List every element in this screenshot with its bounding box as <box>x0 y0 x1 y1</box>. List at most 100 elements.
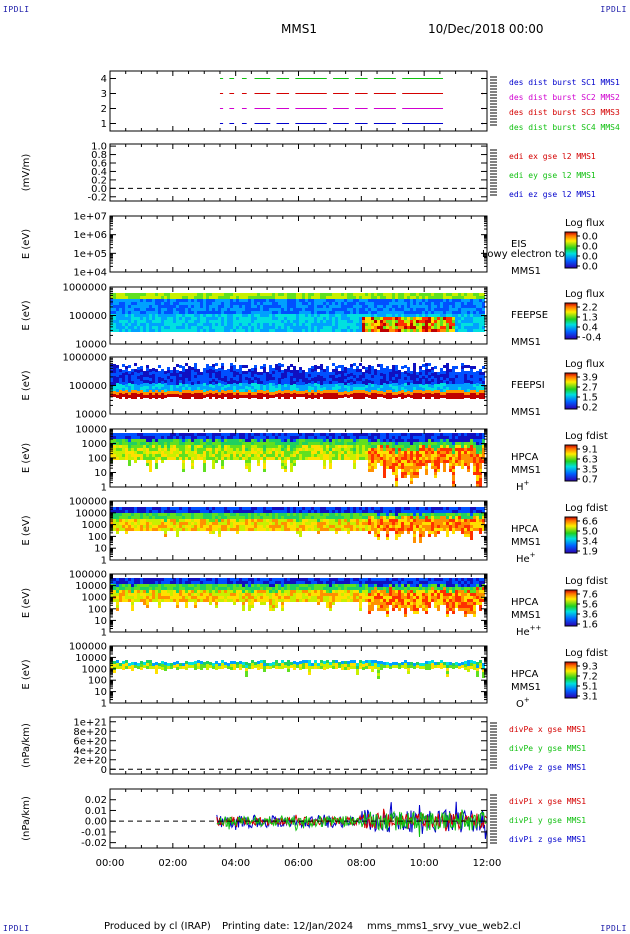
heat-cell <box>452 299 455 302</box>
heat-cell <box>215 363 218 366</box>
heat-cell <box>149 305 152 308</box>
heat-cell <box>128 507 131 510</box>
heat-cell <box>284 317 287 320</box>
heat-cell <box>443 314 446 317</box>
heat-cell <box>329 451 332 454</box>
heat-cell <box>329 305 332 308</box>
heat-cell <box>191 370 194 373</box>
heat-cell <box>281 460 284 463</box>
heat-cell <box>113 320 116 323</box>
heat-cell <box>152 326 155 329</box>
heat-cell <box>161 442 164 445</box>
heat-cell <box>170 385 173 388</box>
heat-cell <box>275 507 278 510</box>
heat-cell <box>362 375 365 378</box>
heat-cell <box>242 439 245 442</box>
heat-cell <box>308 522 311 525</box>
heat-cell <box>380 376 383 379</box>
heat-cell <box>125 311 128 314</box>
heat-cell <box>218 368 221 371</box>
heat-cell <box>446 323 449 326</box>
heat-cell <box>245 320 248 323</box>
heat-cell <box>116 386 119 389</box>
heat-cell <box>236 393 239 396</box>
heat-cell <box>245 311 248 314</box>
heat-cell <box>458 448 461 451</box>
heat-cell <box>164 305 167 308</box>
heat-cell <box>341 305 344 308</box>
heat-cell <box>479 326 482 329</box>
heat-cell <box>245 451 248 454</box>
heat-cell <box>134 433 137 436</box>
heat-cell <box>215 457 218 460</box>
heat-cell <box>185 363 188 366</box>
heat-cell <box>296 293 299 296</box>
heat-cell <box>344 385 347 388</box>
heat-cell <box>323 507 326 510</box>
heat-cell <box>182 525 185 528</box>
heat-cell <box>395 293 398 296</box>
heat-cell <box>362 305 365 308</box>
heat-cell <box>215 302 218 305</box>
heat-cell <box>245 436 248 439</box>
heat-cell <box>257 457 260 460</box>
heat-cell <box>266 378 269 381</box>
heat-cell <box>326 522 329 525</box>
heat-cell <box>128 314 131 317</box>
heat-cell <box>329 323 332 326</box>
heat-cell <box>407 460 410 463</box>
heat-cell <box>173 320 176 323</box>
heat-cell <box>449 436 452 439</box>
heat-cell <box>398 451 401 454</box>
heat-cell <box>383 371 386 374</box>
heat-cell <box>422 439 425 442</box>
heat-cell <box>443 383 446 386</box>
heat-cell <box>251 311 254 314</box>
heat-cell <box>374 433 377 436</box>
heat-cell <box>269 519 272 522</box>
heat-cell <box>143 296 146 299</box>
heat-cell <box>254 513 257 516</box>
heat-cell <box>314 448 317 451</box>
heat-cell <box>116 329 119 332</box>
heat-cell <box>251 451 254 454</box>
heat-cell <box>296 314 299 317</box>
heat-cell <box>428 302 431 305</box>
heat-cell <box>125 454 128 457</box>
heat-cell <box>212 394 215 397</box>
heat-cell <box>323 519 326 522</box>
heat-cell <box>329 513 332 516</box>
heat-cell <box>293 296 296 299</box>
heat-cell <box>365 367 368 370</box>
heat-cell <box>347 380 350 383</box>
heat-cell <box>398 454 401 457</box>
heat-cell <box>437 451 440 454</box>
heat-cell <box>455 454 458 457</box>
heat-cell <box>200 384 203 387</box>
heat-cell <box>152 311 155 314</box>
heat-cell <box>173 308 176 311</box>
heat-cell <box>317 296 320 299</box>
heat-cell <box>161 378 164 381</box>
heat-cell <box>329 457 332 460</box>
heat-cell <box>206 394 209 397</box>
heat-cell <box>314 311 317 314</box>
heat-cell <box>353 451 356 454</box>
heat-cell <box>425 469 428 472</box>
heat-cell <box>443 389 446 392</box>
heat-cell <box>365 519 368 522</box>
heat-cell <box>392 392 395 395</box>
heat-cell <box>215 522 218 525</box>
heat-cell <box>314 525 317 528</box>
heat-cell <box>464 463 467 466</box>
heat-cell <box>473 436 476 439</box>
heat-cell <box>188 454 191 457</box>
heat-cell <box>149 454 152 457</box>
heat-cell <box>476 371 479 374</box>
heat-cell <box>389 457 392 460</box>
heat-cell <box>302 436 305 439</box>
heat-cell <box>155 510 158 513</box>
heat-cell <box>227 442 230 445</box>
heat-cell <box>116 368 119 371</box>
heat-cell <box>284 372 287 375</box>
